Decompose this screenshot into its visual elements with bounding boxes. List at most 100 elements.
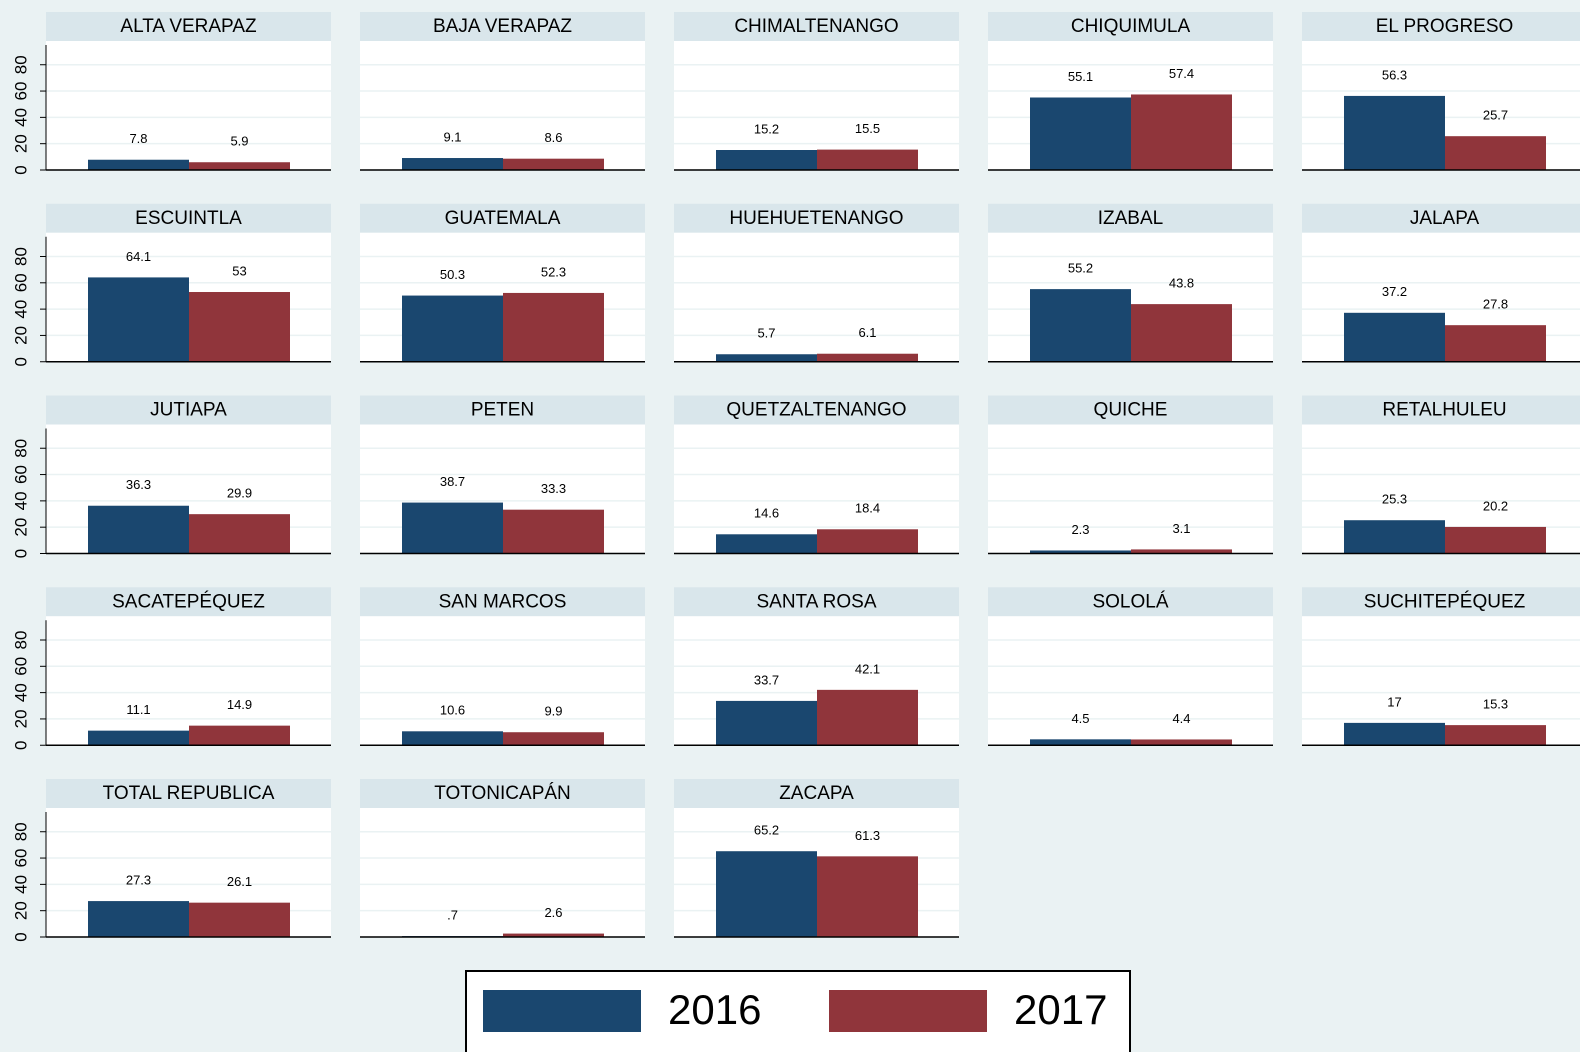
panel-title: ZACAPA [779, 783, 854, 804]
bar [503, 158, 604, 170]
value-label: 7.8 [129, 131, 147, 146]
plot-area [46, 616, 331, 746]
y-tick-label: 0 [11, 357, 30, 366]
value-label: 37.2 [1382, 284, 1407, 299]
panel-header [988, 12, 1273, 41]
y-tick-label: 80 [11, 55, 30, 74]
panel-title: ALTA VERAPAZ [120, 16, 257, 37]
value-label: 26.1 [227, 874, 252, 889]
panel-title: SAN MARCOS [439, 591, 567, 612]
bar [817, 149, 918, 170]
panel-title: QUETZALTENANGO [726, 400, 906, 421]
bar [1344, 312, 1445, 362]
y-tick-label: 40 [11, 875, 30, 894]
panel-title: TOTAL REPUBLICA [103, 783, 275, 804]
bar [1030, 550, 1131, 554]
bar [1445, 136, 1546, 170]
panel-header [1302, 395, 1580, 425]
value-label: 4.5 [1071, 711, 1089, 726]
value-label: 25.3 [1382, 492, 1407, 507]
bar [716, 851, 817, 937]
panel-title: SOLOLÁ [1092, 591, 1168, 612]
value-label: 33.7 [754, 672, 779, 687]
panel-header [1302, 203, 1580, 233]
y-tick-label: 80 [11, 439, 30, 458]
value-label: 10.6 [440, 703, 465, 718]
bar [88, 730, 189, 746]
value-label: 3.1 [1172, 521, 1190, 536]
y-tick-label: 60 [11, 273, 30, 292]
panel-header [360, 587, 645, 617]
bar [402, 158, 503, 170]
bar [716, 354, 817, 362]
value-label: 15.3 [1483, 697, 1508, 712]
panel-title: ESCUINTLA [135, 208, 242, 229]
value-label: 55.1 [1068, 69, 1093, 84]
panel-title: QUICHE [1094, 400, 1168, 421]
panel-header [360, 203, 645, 233]
panel-header [360, 779, 645, 808]
bar [1131, 94, 1232, 170]
legend-swatch [829, 990, 987, 1032]
y-tick-label: 20 [11, 709, 30, 728]
y-tick-label: 0 [11, 741, 30, 750]
bar [1445, 725, 1546, 746]
bar [503, 933, 604, 937]
bar [1030, 289, 1131, 362]
panel-title: JUTIAPA [150, 400, 227, 421]
y-tick-label: 60 [11, 465, 30, 484]
bar [817, 689, 918, 746]
y-tick-label: 80 [11, 247, 30, 266]
value-label: 11.1 [126, 702, 150, 717]
bar [716, 534, 817, 554]
y-tick-label: 20 [11, 134, 30, 153]
value-label: 42.1 [855, 661, 880, 676]
value-label: 15.5 [855, 121, 880, 136]
value-label: 57.4 [1169, 66, 1194, 81]
bar [817, 529, 918, 554]
value-label: 2.3 [1071, 522, 1089, 537]
bar [716, 150, 817, 170]
value-label: 27.8 [1483, 297, 1508, 312]
panel-header [674, 12, 959, 41]
bar [503, 292, 604, 362]
bar [503, 732, 604, 746]
bar [88, 277, 189, 362]
bar [88, 505, 189, 554]
panel-header [1302, 12, 1580, 41]
value-label: 36.3 [126, 477, 151, 492]
bar [503, 509, 604, 554]
value-label: 17 [1387, 694, 1401, 709]
bar [402, 502, 503, 554]
bar [88, 901, 189, 937]
value-label: 8.6 [544, 130, 562, 145]
panel-title: TOTONICAPÁN [434, 783, 571, 804]
panel-header [360, 395, 645, 425]
panel-title: IZABAL [1098, 208, 1163, 229]
bar [1131, 304, 1232, 362]
value-label: 61.3 [855, 828, 880, 843]
value-label: 38.7 [440, 474, 465, 489]
value-label: .7 [447, 908, 458, 923]
value-label: 6.1 [858, 325, 876, 340]
y-tick-label: 60 [11, 849, 30, 868]
panel-title: SACATEPÉQUEZ [112, 591, 265, 612]
panel-title: HUEHUETENANGO [729, 208, 903, 229]
value-label: 20.2 [1483, 498, 1508, 513]
y-tick-label: 40 [11, 300, 30, 319]
bar [402, 731, 503, 746]
panel-header [46, 587, 331, 617]
panel-header [46, 203, 331, 233]
value-label: 14.6 [754, 506, 779, 521]
bar [1131, 739, 1232, 746]
bar [1445, 325, 1546, 362]
panel-title: RETALHULEU [1382, 400, 1506, 421]
value-label: 2.6 [544, 905, 562, 920]
bar [88, 159, 189, 170]
value-label: 15.2 [754, 121, 779, 136]
y-tick-label: 20 [11, 901, 30, 920]
bar [1131, 549, 1232, 554]
legend-label: 2016 [668, 986, 761, 1033]
bar [402, 295, 503, 362]
panel-title: EL PROGRESO [1376, 16, 1514, 37]
